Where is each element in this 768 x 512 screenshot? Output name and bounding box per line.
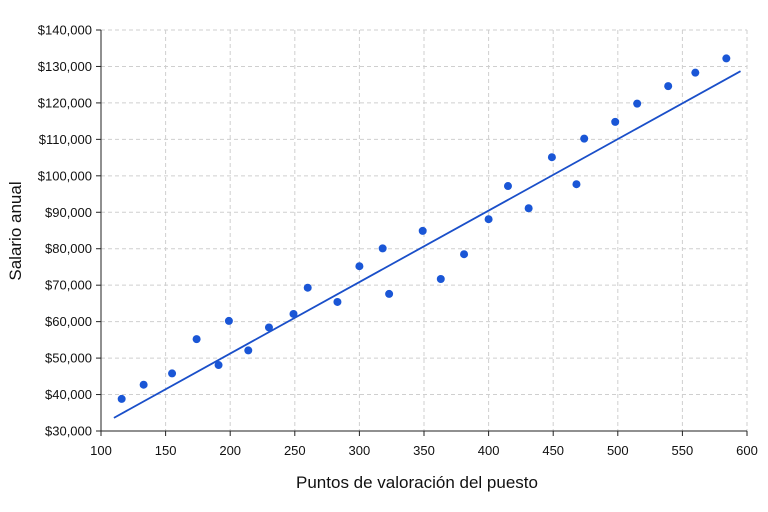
x-tick-label: 300 <box>349 443 371 458</box>
grid <box>101 29 748 431</box>
x-tick-label: 350 <box>413 443 435 458</box>
data-point <box>214 361 223 370</box>
data-point <box>460 250 469 259</box>
data-point <box>224 316 233 325</box>
x-tick-label: 450 <box>542 443 564 458</box>
x-tick-label: 400 <box>478 443 500 458</box>
data-point <box>580 134 589 143</box>
data-point <box>378 244 387 253</box>
data-point <box>192 335 201 344</box>
data-point <box>264 323 273 332</box>
x-tick-label: 500 <box>607 443 629 458</box>
y-tick-label: $50,000 <box>45 351 92 366</box>
y-tick-label: $40,000 <box>45 387 92 402</box>
data-point <box>418 226 427 235</box>
y-tick-label: $60,000 <box>45 314 92 329</box>
x-tick-label: 100 <box>90 443 112 458</box>
data-point <box>572 180 581 189</box>
data-point <box>611 117 620 126</box>
data-point <box>524 204 533 213</box>
x-tick-label: 150 <box>155 443 177 458</box>
data-point <box>722 54 731 63</box>
data-point <box>333 297 342 306</box>
y-tick-label: $30,000 <box>45 424 92 439</box>
y-tick-label: $140,000 <box>38 23 92 38</box>
data-point <box>633 99 642 108</box>
data-point <box>355 262 364 271</box>
y-tick-label: $70,000 <box>45 278 92 293</box>
y-tick-label: $100,000 <box>38 168 92 183</box>
data-point <box>289 309 298 318</box>
data-point <box>484 215 493 224</box>
data-point <box>168 369 177 378</box>
y-tick-label: $80,000 <box>45 241 92 256</box>
y-tick-label: $120,000 <box>38 95 92 110</box>
x-axis-title: Puntos de valoración del puesto <box>296 473 538 492</box>
y-tick-label: $110,000 <box>39 132 92 147</box>
data-point <box>436 274 445 283</box>
data-point <box>117 394 126 403</box>
ticks: 100 150 200 250 300 350 400 450 500 550 600 $30,000… <box>38 23 758 459</box>
data-point <box>244 346 253 355</box>
data-point <box>664 82 673 91</box>
trend-line-group <box>113 70 741 419</box>
y-axis-title: Salario anual <box>6 181 25 280</box>
x-tick-label: 250 <box>284 443 306 458</box>
x-tick-label: 200 <box>219 443 241 458</box>
trend-line <box>113 70 741 419</box>
data-point <box>547 153 556 162</box>
y-tick-label: $130,000 <box>38 59 92 74</box>
data-point <box>503 182 512 191</box>
data-points <box>117 54 731 403</box>
data-point <box>139 380 148 389</box>
data-point <box>385 289 394 298</box>
data-point <box>303 283 312 292</box>
data-point <box>691 68 700 77</box>
x-tick-label: 600 <box>736 443 758 458</box>
y-tick-label: $90,000 <box>45 205 92 220</box>
x-tick-label: 550 <box>672 443 694 458</box>
